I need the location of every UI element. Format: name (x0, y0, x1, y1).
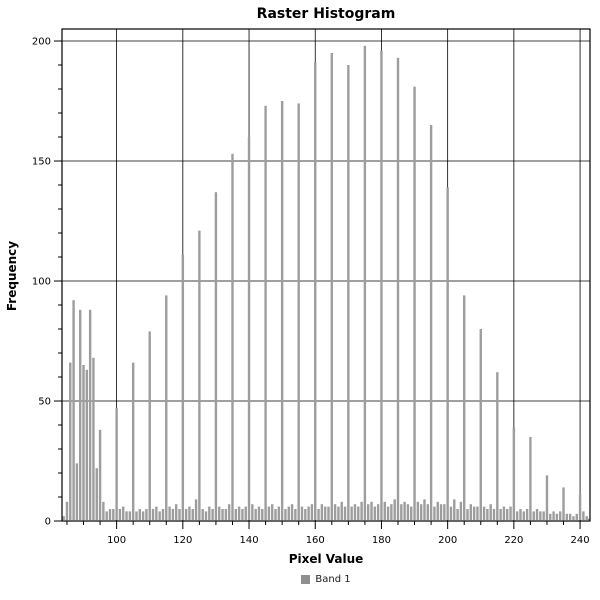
svg-text:140: 140 (239, 535, 258, 546)
svg-text:100: 100 (107, 535, 126, 546)
svg-text:0: 0 (45, 517, 51, 528)
svg-text:200: 200 (438, 535, 457, 546)
chart-title: Raster Histogram (256, 6, 396, 22)
svg-text:240: 240 (571, 535, 590, 546)
svg-text:100: 100 (32, 277, 51, 288)
svg-text:180: 180 (372, 535, 391, 546)
legend-swatch-band1 (301, 575, 311, 584)
svg-text:150: 150 (32, 157, 51, 168)
legend: Band 1 (62, 574, 590, 585)
svg-text:220: 220 (504, 535, 523, 546)
svg-text:120: 120 (173, 535, 192, 546)
svg-text:200: 200 (32, 37, 51, 48)
svg-text:160: 160 (306, 535, 325, 546)
legend-label-band1: Band 1 (315, 574, 351, 585)
svg-text:50: 50 (38, 397, 51, 408)
x-axis-label: Pixel Value (288, 552, 364, 566)
